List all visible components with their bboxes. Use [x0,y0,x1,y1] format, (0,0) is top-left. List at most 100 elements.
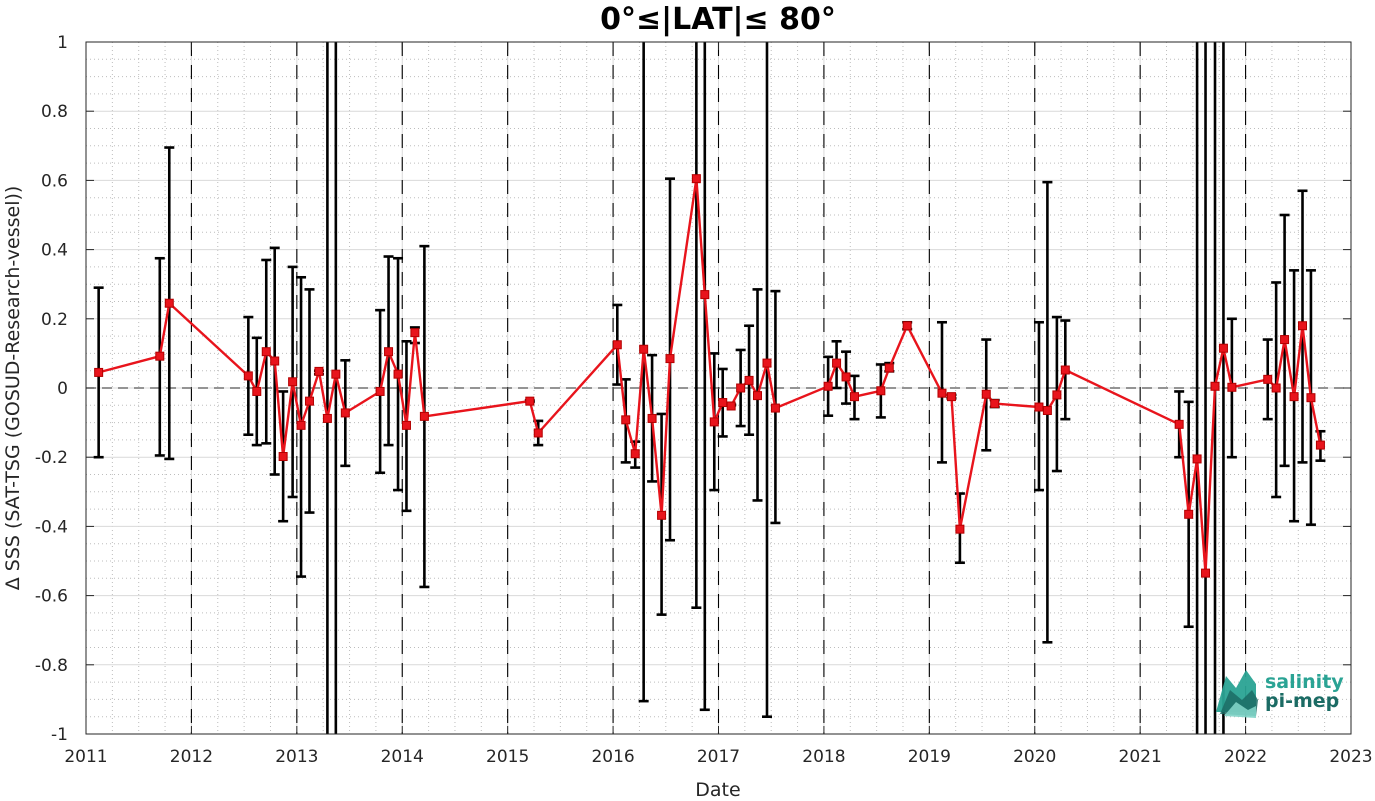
data-point [1210,381,1220,391]
wave-logo-icon [1216,670,1258,718]
data-point [410,328,420,338]
data-point [340,408,350,418]
data-point [1298,321,1308,331]
data-point [990,399,1000,409]
data-point [849,392,859,402]
data-point [937,388,947,398]
data-point [401,420,411,430]
error-bars [93,42,1326,734]
data-point [419,411,429,421]
data-point [1227,382,1237,392]
data-point [261,347,271,357]
data-point [1192,454,1202,464]
error-bar [699,42,710,712]
data-point [533,428,543,438]
data-point [657,510,667,520]
data-point [946,392,956,402]
data-point [700,290,710,300]
data-point [744,375,754,385]
x-tick-label: 2015 [486,747,529,767]
data-point [981,389,991,399]
data-point [331,369,341,379]
chart-title: 0°≤|LAT|≤ 80° [600,2,836,37]
series-markers [94,174,1325,578]
data-point [1289,392,1299,402]
series-line [98,177,1322,575]
data-point [296,420,306,430]
data-point [525,396,535,406]
data-point [1315,440,1325,450]
data-point [832,358,842,368]
y-tick-label: -1 [51,725,68,745]
axis-ticks [85,41,1352,735]
data-point [736,383,746,393]
data-point [1184,509,1194,519]
data-point [164,298,174,308]
data-point [243,371,253,381]
data-point [1280,335,1290,345]
x-tick-label: 2020 [1013,747,1056,767]
data-point [1174,419,1184,429]
y-tick-label: -0.6 [35,587,68,607]
y-tick-label: -0.8 [35,656,68,676]
error-bar [691,42,702,610]
x-tick-label: 2014 [381,747,424,767]
data-point [1042,405,1052,415]
data-point [1263,374,1273,384]
data-point [1218,343,1228,353]
y-tick-labels: -1 -0.8 -0.6 -0.4 -0.2 0 0.2 0.4 0.6 0.8 1 [35,33,68,745]
x-tick-label: 2017 [697,747,740,767]
salinity-pi-mep-logo: salinity pi-mep [1216,670,1344,718]
data-point [955,524,965,534]
data-point [393,369,403,379]
x-tick-label: 2021 [1119,747,1162,767]
y-tick-label: -0.2 [35,448,68,468]
y-tick-label: 1 [57,33,68,53]
y-tick-label: 0 [57,379,68,399]
data-point [726,401,736,411]
y-tick-label: -0.4 [35,517,68,537]
data-point [375,386,385,396]
data-point [665,354,675,364]
y-tick-label: 0.8 [41,102,68,122]
data-point [1052,390,1062,400]
data-point [322,413,332,423]
x-tick-labels: 2011 2012 2013 2014 2015 2016 2017 2018 2019 2020… [64,747,1372,767]
y-tick-label: 0.6 [41,171,68,191]
data-point [288,377,298,387]
x-tick-label: 2011 [64,747,107,767]
y-axis-label: Δ SSS (SAT-TSG (GOSUD-Research-vessel)) [2,186,24,591]
data-point [902,321,912,331]
data-point [691,174,701,184]
x-axis-label: Date [695,779,740,801]
y-tick-label: 0.2 [41,310,68,330]
data-point [647,413,657,423]
logo-text-salinity: salinity [1265,671,1344,693]
data-point [304,396,314,406]
data-point [841,372,851,382]
data-point [884,363,894,373]
x-tick-label: 2023 [1329,747,1372,767]
data-point [252,386,262,396]
data-point [94,367,104,377]
data-point [762,358,772,368]
data-point [270,356,280,366]
x-tick-label: 2016 [591,747,634,767]
data-point [314,366,324,376]
data-point [278,452,288,462]
error-bar [638,42,649,703]
data-point [753,391,763,401]
data-point [770,403,780,413]
data-point [1201,568,1211,578]
data-point [384,347,394,357]
data-point [1306,393,1316,403]
data-point [718,398,728,408]
data-point [1271,383,1281,393]
data-point [1060,365,1070,375]
data-point [621,415,631,425]
error-bar [761,42,772,719]
logo-text-pi-mep: pi-mep [1265,690,1339,712]
y-tick-label: 0.4 [41,241,68,261]
x-tick-label: 2018 [802,747,845,767]
